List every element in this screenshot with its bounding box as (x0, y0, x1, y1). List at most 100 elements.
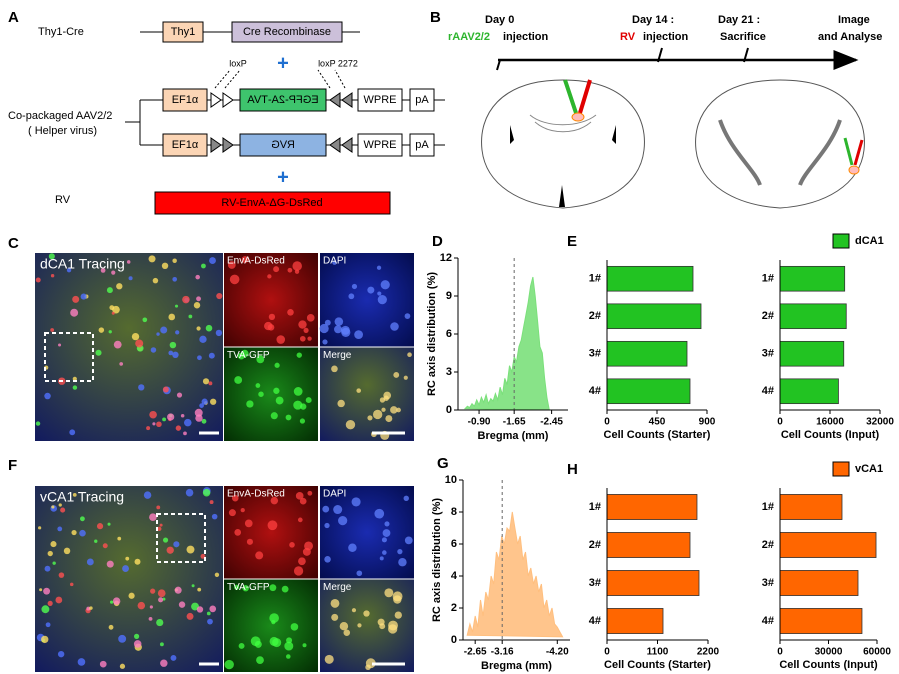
cell (138, 384, 145, 391)
image-label: EnvA-DsRed (227, 256, 285, 267)
cell (172, 276, 178, 282)
label: Day 14 : (632, 14, 674, 26)
cell (95, 349, 102, 356)
cell (57, 526, 63, 532)
label: pA (415, 94, 429, 106)
image-label: EnvA-DsRed (227, 489, 285, 500)
y-tick-label: 9 (446, 290, 452, 302)
gene-box (239, 133, 327, 157)
cell (307, 490, 313, 496)
label: loxP (229, 58, 247, 68)
cell (176, 392, 183, 398)
cell (72, 376, 77, 381)
category-label: 1# (589, 501, 601, 513)
cell (156, 505, 161, 510)
cell (150, 347, 157, 353)
cell (160, 659, 168, 667)
cell (209, 257, 216, 264)
cell (134, 558, 141, 565)
cell (157, 526, 162, 532)
cell (44, 392, 51, 400)
x-tick-label: -3.16 (491, 647, 514, 658)
cell (168, 350, 174, 356)
legend-swatch (832, 233, 850, 249)
loxp-site (210, 137, 234, 153)
y-axis-label: RC axis distribution (%) (426, 272, 438, 396)
cell (306, 314, 315, 322)
cell (267, 274, 272, 279)
cell (196, 606, 204, 613)
cell (35, 277, 41, 283)
cell (273, 266, 280, 273)
cell (289, 542, 295, 548)
injection-site (848, 165, 860, 175)
cell (47, 600, 53, 606)
cell (135, 339, 144, 348)
cell (379, 623, 386, 630)
cell (215, 329, 223, 337)
cell (174, 586, 182, 594)
cell (246, 538, 253, 545)
legend-label: dCA1 (855, 235, 884, 247)
cell (275, 396, 284, 405)
cell (38, 526, 42, 530)
cell (35, 421, 41, 426)
x-tick-label: 900 (699, 417, 716, 428)
cell (231, 494, 239, 502)
cell (106, 287, 113, 294)
cell (374, 508, 385, 519)
cell (209, 605, 217, 613)
cell (48, 253, 55, 260)
cell (202, 378, 210, 385)
x-axis-label: Bregma (mm) (478, 430, 549, 442)
cell (351, 608, 357, 613)
cell (238, 642, 245, 649)
pipette-green (843, 137, 854, 166)
cell (241, 256, 249, 263)
cell (98, 327, 105, 333)
cell (234, 529, 242, 536)
panel-label: A (8, 9, 19, 26)
cell (142, 317, 148, 323)
cell (293, 400, 303, 410)
cell (152, 422, 156, 426)
cell (381, 537, 387, 543)
cell (324, 556, 331, 563)
label: Cre Recombinase (243, 26, 331, 38)
category-label: 2# (762, 310, 774, 322)
cell (392, 591, 403, 602)
cell (174, 304, 179, 308)
bar (606, 303, 702, 330)
cell (134, 633, 140, 639)
cell (274, 362, 280, 368)
cell (148, 617, 153, 621)
label: pA (415, 139, 429, 151)
injection-site (571, 112, 585, 122)
cell (55, 596, 63, 604)
label: Day 0 (485, 14, 514, 26)
category-label: 1# (762, 501, 774, 513)
category-label: 3# (589, 577, 601, 589)
cell (86, 606, 91, 611)
cell (152, 277, 159, 284)
cell (293, 387, 303, 396)
bar (606, 608, 664, 634)
cell (137, 601, 146, 610)
legend-swatch (832, 461, 850, 477)
label: WPRE (364, 94, 397, 106)
cell (206, 611, 211, 616)
y-tick-label: 12 (440, 252, 452, 264)
brain-section (481, 79, 645, 209)
cell (178, 601, 186, 608)
promoter-box (162, 133, 208, 157)
cell (102, 543, 108, 549)
cell (113, 340, 122, 349)
brain-section (695, 79, 865, 209)
cell (356, 570, 363, 577)
cell (58, 343, 62, 347)
cell (404, 536, 413, 545)
cell (156, 421, 162, 428)
label: Image (838, 14, 870, 26)
cell (47, 550, 53, 557)
